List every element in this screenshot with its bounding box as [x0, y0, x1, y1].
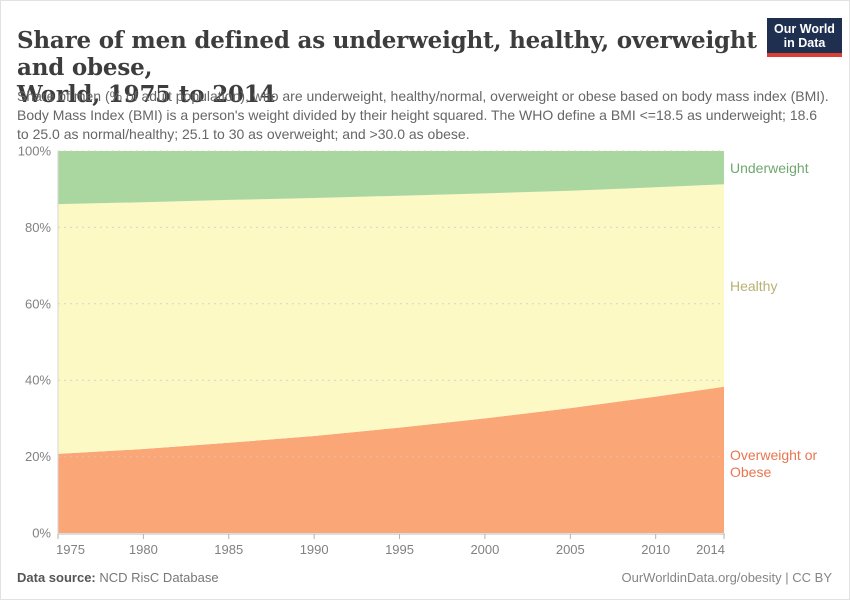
license-link[interactable]: OurWorldinData.org/obesity | CC BY	[621, 570, 833, 585]
chart-subtitle: Share of men (% of adult population), wh…	[17, 88, 829, 142]
series-label-overweight-or-obese: Overweight or Obese	[730, 447, 818, 480]
x-tick-label: 2005	[556, 542, 585, 557]
series-label-underweight: Underweight	[730, 160, 809, 176]
x-tick-label: 2014	[696, 542, 725, 557]
y-tick-label: 40%	[25, 373, 51, 388]
x-tick-label: 1980	[129, 542, 158, 557]
owid-logo[interactable]: Our World in Data	[767, 18, 842, 57]
x-tick-label: 1975	[56, 542, 85, 557]
data-source-label: Data source:	[17, 570, 96, 585]
series-label-healthy: Healthy	[730, 278, 778, 294]
logo-text-line-1: Our World	[774, 22, 835, 36]
y-tick-label: 100%	[18, 144, 52, 159]
y-tick-label: 60%	[25, 296, 51, 311]
area-underweight	[58, 151, 724, 205]
data-source: Data source: NCD RisC Database	[17, 570, 219, 585]
data-source-value: NCD RisC Database	[99, 570, 219, 585]
y-tick-label: 20%	[25, 449, 51, 464]
x-tick-label: 1990	[300, 542, 329, 557]
title-line-1: Share of men defined as underweight, hea…	[17, 27, 757, 82]
title-line-2: World, 1975 to 2014	[17, 81, 276, 109]
x-tick-label: 2010	[641, 542, 670, 557]
page-title: Share of men defined as underweight, hea…	[17, 27, 757, 108]
x-tick-label: 2000	[470, 542, 499, 557]
logo-text-line-2: in Data	[783, 36, 826, 50]
y-tick-label: 80%	[25, 220, 51, 235]
x-tick-label: 1995	[385, 542, 414, 557]
area-overweight-or-obese	[58, 386, 724, 533]
area-healthy	[58, 184, 724, 454]
y-tick-label: 0%	[32, 526, 51, 541]
x-tick-label: 1985	[214, 542, 243, 557]
